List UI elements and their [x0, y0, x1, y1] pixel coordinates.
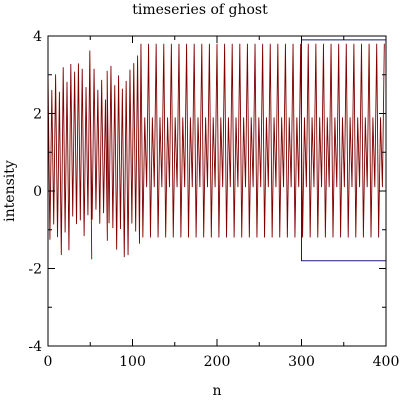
x-tick-label: 300: [288, 354, 315, 370]
chart-title: timeseries of ghost: [132, 2, 268, 18]
y-axis-title: intensity: [2, 160, 18, 222]
x-axis-title: n: [212, 383, 221, 399]
y-tick-label: -4: [28, 339, 42, 355]
y-tick-label: -2: [28, 262, 42, 278]
x-tick-label: 200: [204, 354, 231, 370]
ticks-layer: [47, 35, 387, 347]
series-line: [47, 43, 385, 260]
x-tick-label: 0: [44, 354, 53, 370]
x-tick-label: 400: [373, 354, 400, 370]
plot-layer: [47, 39, 387, 262]
y-tick-label: 0: [33, 184, 42, 200]
tick-labels-layer: 0 100 200 300 400 -4 -2 0 2 4: [28, 29, 399, 370]
x-tick-label: 100: [119, 354, 146, 370]
y-tick-label: 2: [33, 107, 42, 123]
y-tick-label: 4: [33, 29, 42, 45]
